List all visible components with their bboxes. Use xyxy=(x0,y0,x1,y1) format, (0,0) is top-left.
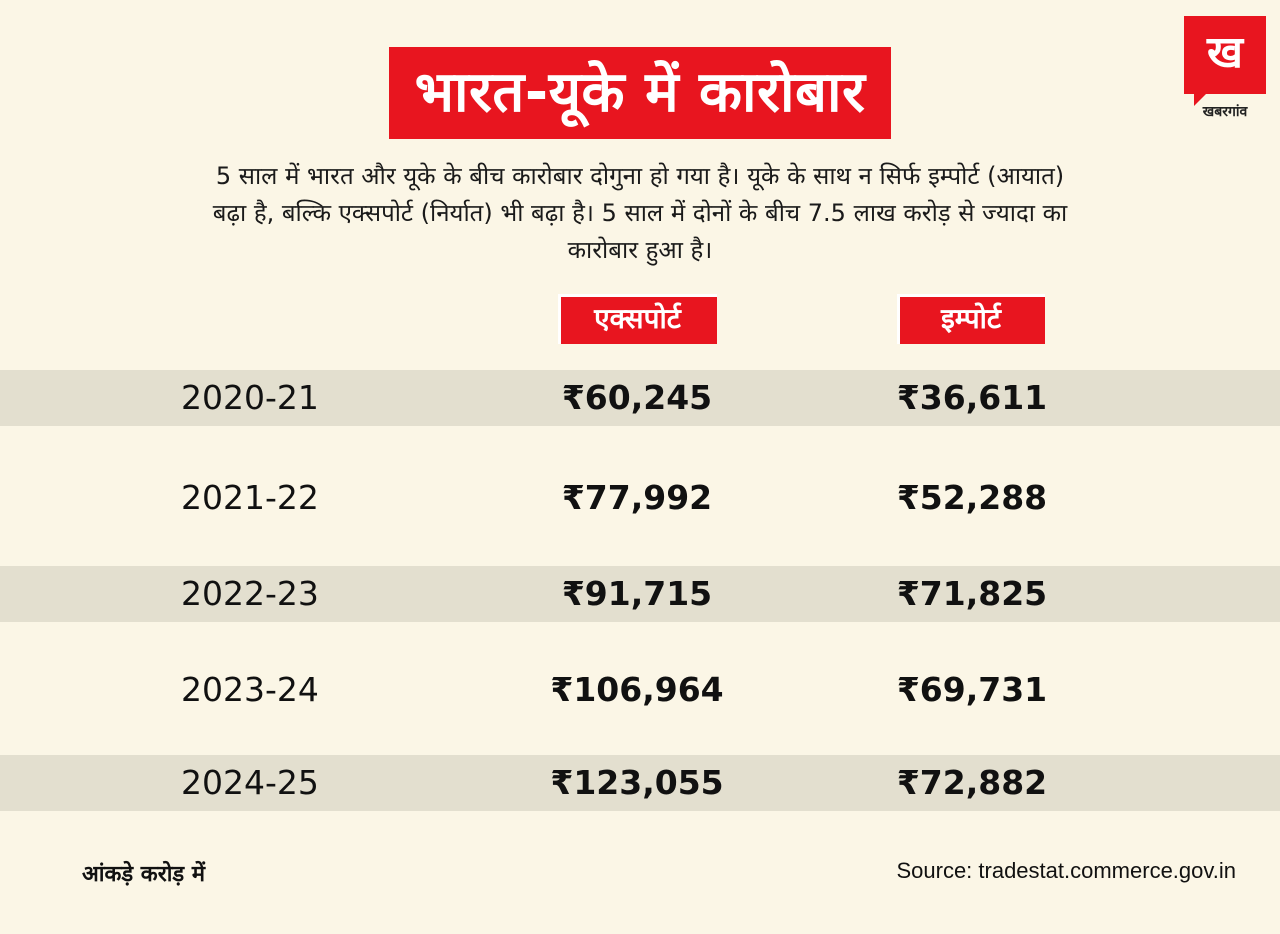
source-credit: Source: tradestat.commerce.gov.in xyxy=(896,858,1236,883)
import-value: ₹72,882 xyxy=(896,763,1048,802)
year-cell: 2023-24 xyxy=(181,670,319,709)
year-cell: 2022-23 xyxy=(181,574,319,613)
table-row: 2020-21 ₹60,245 ₹36,611 xyxy=(0,370,1280,426)
export-column-header: एक्सपोर्ट xyxy=(558,294,717,344)
table-row: 2023-24 ₹106,964 ₹69,731 xyxy=(0,662,1280,718)
export-value: ₹60,245 xyxy=(561,378,713,417)
import-value: ₹36,611 xyxy=(896,378,1048,417)
table-row: 2022-23 ₹91,715 ₹71,825 xyxy=(0,566,1280,622)
year-cell: 2024-25 xyxy=(181,763,319,802)
export-value: ₹123,055 xyxy=(550,763,724,802)
title-wrapper: भारत-यूके में कारोबार xyxy=(0,47,1280,139)
export-value: ₹106,964 xyxy=(550,670,724,709)
table-row: 2024-25 ₹123,055 ₹72,882 xyxy=(0,755,1280,811)
brand-logo: ख खबरगांव xyxy=(1184,16,1266,124)
year-cell: 2020-21 xyxy=(181,378,319,417)
logo-text: खबरगांव xyxy=(1202,104,1248,120)
year-cell: 2021-22 xyxy=(181,478,319,517)
import-value: ₹71,825 xyxy=(896,574,1048,613)
logo-mark: ख xyxy=(1184,16,1266,106)
units-note: आंकड़े करोड़ में xyxy=(82,862,205,887)
export-value: ₹77,992 xyxy=(561,478,713,517)
import-value: ₹69,731 xyxy=(896,670,1048,709)
import-value: ₹52,288 xyxy=(896,478,1048,517)
export-value: ₹91,715 xyxy=(561,574,713,613)
page-title: भारत-यूके में कारोबार xyxy=(388,47,892,139)
intro-text: 5 साल में भारत और यूके के बीच कारोबार दो… xyxy=(212,162,1068,264)
table-row: 2021-22 ₹77,992 ₹52,288 xyxy=(0,470,1280,526)
import-column-header: इम्पोर्ट xyxy=(897,294,1045,344)
